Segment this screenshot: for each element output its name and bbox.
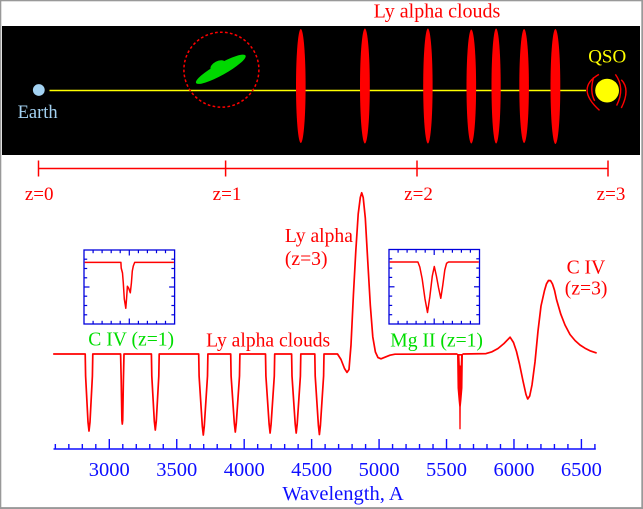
svg-text:z=0: z=0 xyxy=(25,184,54,205)
svg-text:Ly alpha clouds: Ly alpha clouds xyxy=(374,0,501,22)
svg-text:(z=3): (z=3) xyxy=(565,279,608,300)
svg-text:C IV: C IV xyxy=(567,258,606,279)
svg-text:6500: 6500 xyxy=(561,459,602,481)
svg-text:Ly alpha clouds: Ly alpha clouds xyxy=(206,330,330,351)
svg-text:z=3: z=3 xyxy=(597,184,626,205)
svg-text:Mg II (z=1): Mg II (z=1) xyxy=(390,330,483,351)
svg-text:6000: 6000 xyxy=(493,459,534,481)
svg-text:z=2: z=2 xyxy=(404,184,433,205)
svg-text:Wavelength, A: Wavelength, A xyxy=(282,483,404,505)
svg-text:QSO: QSO xyxy=(588,46,626,67)
svg-text:4000: 4000 xyxy=(224,459,265,481)
svg-text:4500: 4500 xyxy=(291,459,332,481)
svg-text:Ly alpha: Ly alpha xyxy=(285,226,353,247)
svg-text:C IV (z=1): C IV (z=1) xyxy=(88,330,174,351)
svg-text:z=1: z=1 xyxy=(213,184,242,205)
svg-text:(z=3): (z=3) xyxy=(285,249,328,270)
svg-text:3000: 3000 xyxy=(89,459,130,481)
svg-text:3500: 3500 xyxy=(156,459,197,481)
svg-text:5000: 5000 xyxy=(359,459,400,481)
svg-text:5500: 5500 xyxy=(426,459,467,481)
svg-text:Earth: Earth xyxy=(18,103,58,123)
